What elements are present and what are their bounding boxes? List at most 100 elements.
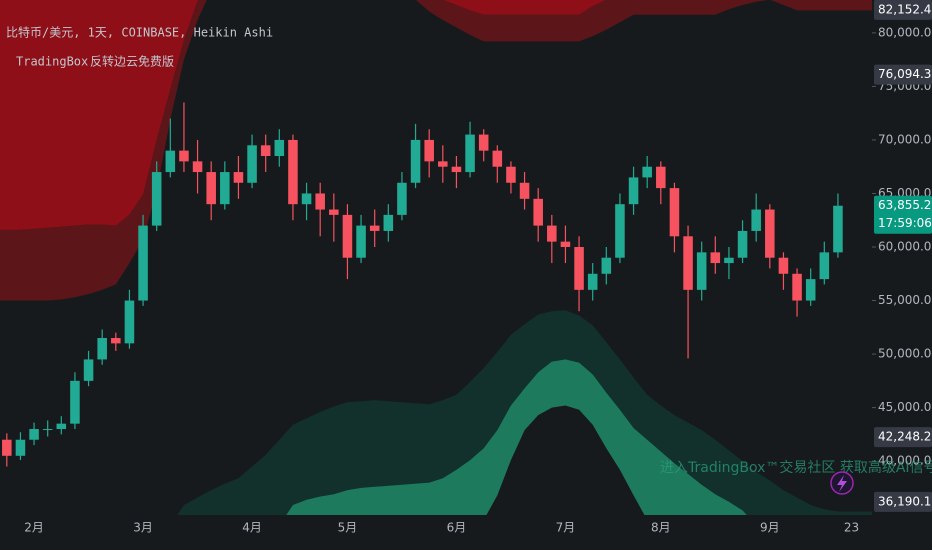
y-tick-label: 50,000.00 — [878, 347, 932, 361]
candle-body — [165, 150, 176, 173]
candle-body — [465, 134, 475, 173]
upper-cloud-outer — [0, 0, 872, 301]
candle-body — [111, 338, 121, 344]
x-tick-label: 3月 — [133, 521, 153, 535]
x-tick-label: 6月 — [447, 521, 467, 535]
y-tick-label: 45,000.00 — [878, 400, 932, 414]
symbol-legend: 比特币/美元, 1天, COINBASE, Heikin Ashi — [6, 25, 273, 40]
upper-cloud-inner — [0, 0, 872, 230]
candle-body — [329, 209, 339, 215]
candle-body — [751, 209, 761, 231]
candle-body — [83, 359, 94, 381]
candle-body — [315, 193, 325, 210]
candle-body — [260, 145, 271, 156]
price-badge — [874, 64, 932, 85]
candle-body — [206, 172, 216, 205]
candle-body — [179, 150, 189, 162]
candle-body — [97, 338, 107, 360]
lightning-button[interactable] — [830, 471, 854, 495]
candle-body — [656, 166, 666, 189]
candle-body — [192, 161, 203, 173]
candle-body — [478, 134, 489, 151]
candle-body — [765, 209, 775, 258]
price-badge-label: 42,248.24 — [878, 430, 932, 444]
candle-body — [696, 252, 707, 290]
candle-body — [778, 257, 789, 274]
candle-body — [247, 145, 257, 183]
x-tick-label: 8月 — [651, 521, 671, 535]
candle-body — [669, 188, 680, 237]
indicator-title: 反转边云免费版 — [90, 54, 174, 69]
candle-body — [383, 214, 394, 231]
y-tick-label: 40,000.00 — [878, 454, 932, 468]
x-tick-label: 9月 — [760, 521, 780, 535]
candle-body — [342, 214, 353, 258]
y-tick-label: 70,000.00 — [878, 132, 932, 146]
x-tick-label: 2月 — [24, 521, 44, 535]
candle-body — [642, 166, 652, 178]
price-badge-label: 76,094.39 — [878, 67, 932, 81]
price-badges: 82,152.46 76,094.39 63,855.26 17:59:06 42,24… — [874, 0, 932, 512]
candle-body — [587, 273, 598, 290]
price-axis: 40,000.00 45,000.00 50,000.00 55,000.00 60,0… — [872, 25, 932, 468]
watermark[interactable]: 进入TradingBox™交易社区 获取高级AI信号系统 — [660, 459, 932, 476]
candle-body — [805, 279, 816, 301]
x-tick-label: 23 — [844, 521, 859, 535]
lightning-icon[interactable] — [837, 475, 847, 492]
candle-body — [819, 252, 830, 280]
time-axis: 2月 3月 4月 5月 6月 7月 8月 9月 23 — [24, 521, 859, 535]
price-badge — [874, 427, 932, 448]
lower-cloud-outer — [177, 310, 872, 515]
candle-body — [356, 225, 366, 258]
candle-body — [601, 257, 612, 274]
candle-body — [233, 172, 244, 183]
y-tick-label: 55,000.00 — [878, 293, 932, 307]
candles — [2, 102, 843, 467]
candle-body — [792, 273, 802, 301]
candle-body — [138, 225, 148, 301]
candle-body — [2, 439, 12, 456]
x-tick-label: 4月 — [242, 521, 262, 535]
candle-body — [70, 380, 80, 424]
candle-body — [124, 300, 135, 344]
candle-body — [506, 166, 516, 183]
lower-cloud-inner — [286, 359, 747, 515]
y-tick-label: 60,000.00 — [878, 240, 932, 254]
price-badge-label: 82,152.46 — [878, 2, 932, 16]
candle-body — [220, 172, 230, 205]
x-tick-label: 5月 — [338, 521, 358, 535]
candle-body — [151, 172, 162, 226]
candle-body — [724, 257, 734, 264]
candle-body — [683, 236, 693, 290]
candle-body — [410, 139, 421, 183]
indicator-name: TradingBox — [16, 55, 88, 69]
candle-body — [574, 247, 584, 290]
candle-body — [533, 198, 543, 226]
candle-body — [451, 166, 462, 173]
candle-body — [15, 439, 26, 456]
candle-body — [288, 139, 298, 205]
price-badge-label: 36,190.17 — [878, 494, 932, 508]
candle-body — [274, 139, 285, 156]
candle-body — [560, 241, 571, 248]
candle-body — [710, 252, 721, 264]
candle-body — [737, 230, 748, 258]
candle-body — [29, 429, 39, 440]
clouds — [0, 0, 872, 515]
candle-body — [547, 225, 557, 242]
candle-body — [492, 150, 503, 167]
price-badge — [874, 0, 932, 20]
price-badge-label: 63,855.26 — [878, 198, 932, 212]
candle-body — [628, 177, 639, 205]
x-tick-label: 7月 — [556, 521, 576, 535]
candle-body — [833, 205, 843, 253]
y-tick-label: 80,000.00 — [878, 25, 932, 39]
candle-body — [424, 139, 434, 162]
candle-body — [615, 204, 625, 258]
countdown-label: 17:59:06 — [878, 216, 932, 230]
price-badge — [874, 195, 932, 234]
candle-body — [519, 182, 530, 199]
price-badge — [874, 491, 932, 512]
